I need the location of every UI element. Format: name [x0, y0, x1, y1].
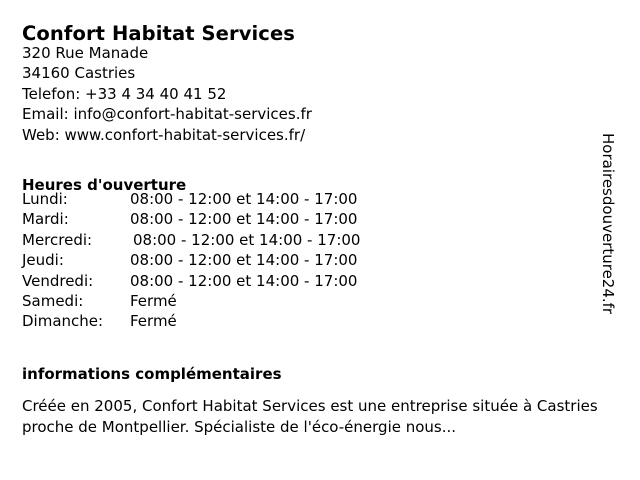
hours-day-value: 08:00 - 12:00 et 14:00 - 17:00	[130, 271, 358, 290]
table-row: Jeudi: 08:00 - 12:00 et 14:00 - 17:00	[22, 250, 360, 270]
website-line: Web: www.confort-habitat-services.fr/	[22, 125, 306, 144]
hours-day-value: 08:00 - 12:00 et 14:00 - 17:00	[133, 230, 361, 249]
hours-day-label: Mercredi:	[22, 230, 93, 249]
opening-hours-table: Lundi: 08:00 - 12:00 et 14:00 - 17:00 Ma…	[22, 189, 360, 332]
additional-information-text: Créée en 2005, Confort Habitat Services …	[22, 397, 598, 436]
table-row: Vendredi: 08:00 - 12:00 et 14:00 - 17:00	[22, 271, 360, 291]
hours-day-value: 08:00 - 12:00 et 14:00 - 17:00	[130, 190, 358, 208]
table-row: Lundi: 08:00 - 12:00 et 14:00 - 17:00	[22, 189, 360, 209]
hours-day-value: Fermé	[130, 292, 177, 311]
site-watermark-vertical: Horairesdouverture24.fr	[599, 133, 617, 315]
table-row: Dimanche: Fermé	[22, 311, 360, 331]
phone-line: Telefon: +33 4 34 40 41 52	[22, 84, 227, 103]
address-city-line: 34160 Castries	[22, 64, 136, 83]
table-row: Mercredi: 08:00 - 12:00 et 14:00 - 17:00	[22, 230, 360, 250]
hours-day-label: Mardi:	[22, 210, 69, 229]
additional-information-heading: informations complémentaires	[22, 365, 282, 384]
hours-day-label: Samedi:	[22, 292, 84, 311]
hours-day-label: Lundi:	[22, 190, 68, 208]
address-street-line: 320 Rue Manade	[22, 44, 149, 62]
email-line: Email: info@confort-habitat-services.fr	[22, 105, 312, 124]
hours-day-value: 08:00 - 12:00 et 14:00 - 17:00	[130, 251, 358, 270]
hours-day-label: Vendredi:	[22, 271, 94, 290]
hours-day-value: Fermé	[130, 312, 177, 331]
opening-hours-heading: Heures d'ouverture	[22, 176, 187, 195]
hours-day-label: Jeudi:	[22, 251, 64, 270]
opening-hours-body: Lundi: 08:00 - 12:00 et 14:00 - 17:00 Ma…	[22, 189, 360, 332]
table-row: Mardi: 08:00 - 12:00 et 14:00 - 17:00	[22, 209, 360, 229]
business-name-title: Confort Habitat Services	[22, 22, 295, 46]
hours-day-label: Dimanche:	[22, 312, 104, 331]
table-row: Samedi: Fermé	[22, 291, 360, 311]
contact-block: 320 Rue Manade 34160 Castries Telefon: +…	[22, 43, 312, 145]
hours-day-value: 08:00 - 12:00 et 14:00 - 17:00	[130, 210, 358, 229]
